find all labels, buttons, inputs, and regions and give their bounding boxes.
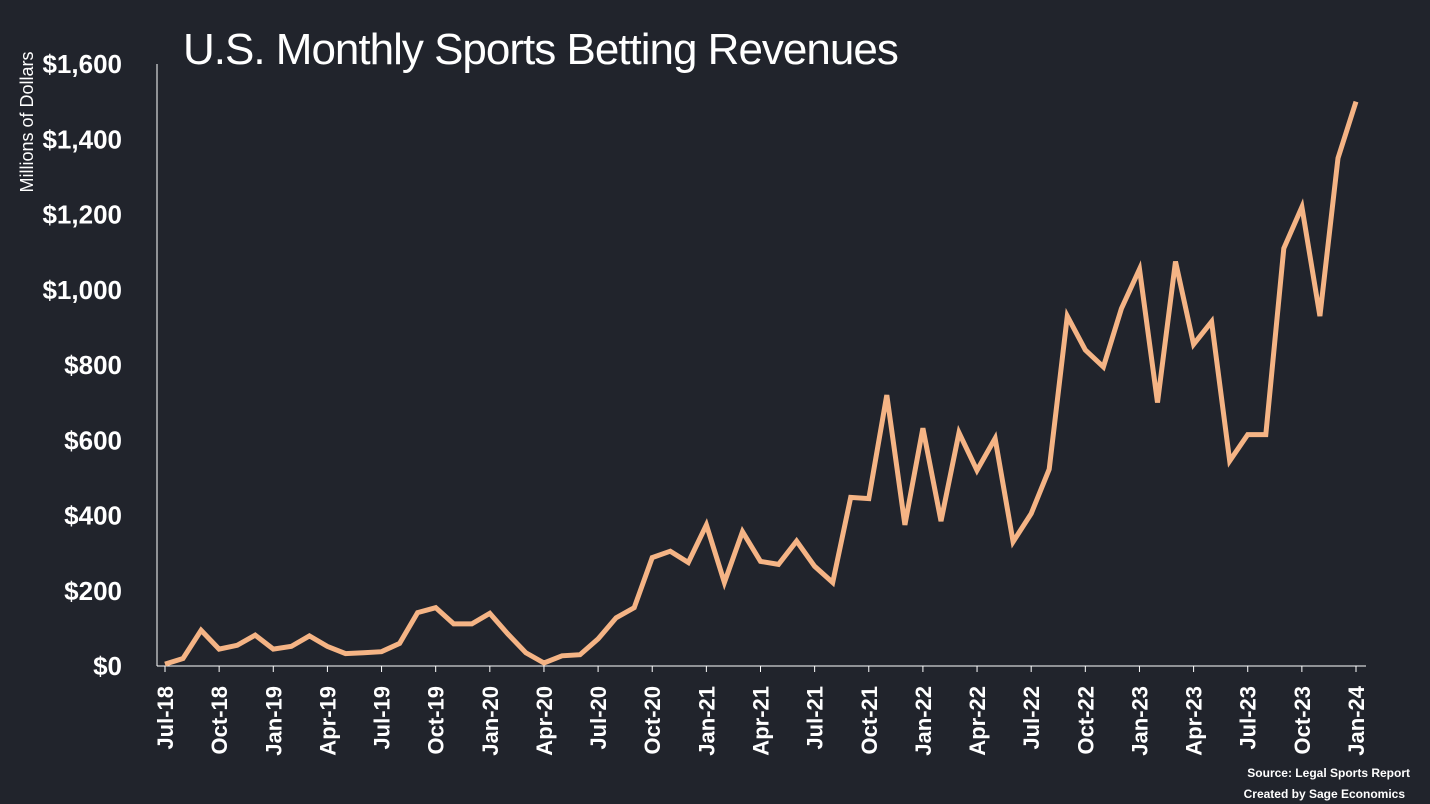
- y-tick-label: $1,000: [42, 275, 122, 305]
- x-tick-label: Apr-23: [1182, 686, 1207, 756]
- y-tick-label: $200: [64, 576, 122, 606]
- x-tick-label: Jan-21: [694, 686, 719, 756]
- x-tick-label: Jul-18: [153, 686, 178, 750]
- y-tick-label: $1,200: [42, 200, 122, 230]
- x-tick-label: Jul-20: [586, 686, 611, 750]
- data-points: [163, 99, 1359, 667]
- source-note: Source: Legal Sports Report: [1247, 766, 1410, 780]
- x-tick-label: Oct-19: [424, 686, 449, 754]
- x-tick-label: Apr-19: [315, 686, 340, 756]
- x-tick-label: Jan-24: [1344, 685, 1369, 755]
- y-tick-label: $800: [64, 350, 122, 380]
- x-tick-label: Apr-22: [965, 686, 990, 756]
- x-tick-label: Oct-23: [1290, 686, 1315, 754]
- y-tick-label: $1,600: [42, 49, 122, 79]
- y-tick-label: $600: [64, 425, 122, 455]
- y-tick-label: $0: [93, 651, 122, 681]
- y-axis-ticks: $0 $200 $400 $600 $800 $1,000 $1,200 $1,400 $1,6…: [42, 49, 122, 681]
- x-tick-label: Apr-21: [749, 686, 774, 756]
- credit-note: Created by Sage Economics: [1244, 787, 1406, 801]
- x-tick-label: Jan-22: [911, 686, 936, 756]
- x-tick-label: Oct-22: [1073, 686, 1098, 754]
- x-tick-label: Jul-22: [1019, 686, 1044, 750]
- x-tick-label: Apr-20: [532, 686, 557, 756]
- x-tick-label: Oct-18: [207, 686, 232, 754]
- x-tick-label: Jul-19: [370, 686, 395, 750]
- x-tick-label: Oct-21: [857, 686, 882, 754]
- y-tick-label: $1,400: [42, 124, 122, 154]
- x-axis-ticks: Jul-18 Oct-18 Jan-19 Apr-19 Jul-19 Oct-19 Jan-…: [153, 666, 1369, 756]
- y-tick-label: $400: [64, 501, 122, 531]
- x-tick-label: Jan-20: [478, 686, 503, 756]
- x-tick-label: Oct-20: [640, 686, 665, 754]
- x-tick-label: Jan-23: [1127, 686, 1152, 756]
- x-tick-label: Jul-21: [803, 686, 828, 750]
- x-tick-label: Jan-19: [261, 686, 286, 756]
- y-axis-label: Millions of Dollars: [17, 51, 37, 192]
- chart-title: U.S. Monthly Sports Betting Revenues: [183, 25, 898, 74]
- x-tick-label: Jul-23: [1236, 686, 1261, 750]
- series-line: [164, 100, 1359, 667]
